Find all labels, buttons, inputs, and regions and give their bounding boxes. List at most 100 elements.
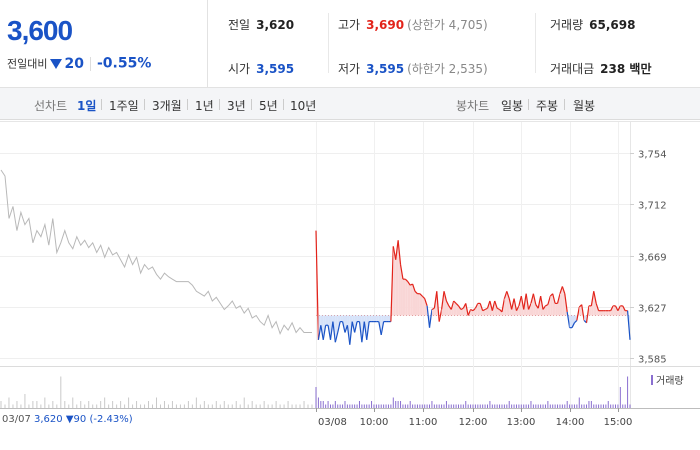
- tab-1-year[interactable]: 1년: [195, 99, 214, 113]
- stat-label: 고가: [338, 18, 361, 32]
- up-area-segment: [613, 305, 616, 316]
- up-line-segment: [545, 304, 549, 307]
- up-area-segment: [448, 305, 452, 316]
- up-line-segment: [424, 298, 428, 307]
- stat-high: 고가 3,690 (상한가 4,705): [338, 16, 488, 33]
- up-line-segment: [523, 293, 527, 310]
- up-line-segment: [404, 278, 409, 283]
- tab-divider: [564, 99, 565, 110]
- down-line-segment: [317, 325, 322, 340]
- up-area-segment: [419, 293, 423, 316]
- up-line-segment: [414, 290, 418, 295]
- stat-value: 238 백만: [600, 62, 652, 76]
- tab-3-months[interactable]: 3개월: [152, 99, 182, 113]
- tab-weekly-candle[interactable]: 주봉: [536, 99, 559, 113]
- up-line-segment: [540, 296, 544, 310]
- down-line-segment: [322, 325, 327, 340]
- up-line-segment: [407, 281, 411, 286]
- up-line-segment: [508, 298, 513, 310]
- up-line-segment: [419, 293, 423, 297]
- tab-1-week[interactable]: 1주일: [109, 99, 139, 113]
- up-line-segment: [450, 300, 455, 310]
- candle-chart-label: 봉차트: [456, 99, 490, 113]
- tab-5-years[interactable]: 5년: [259, 99, 278, 113]
- change-amount: 20: [64, 55, 84, 72]
- up-area-segment: [485, 308, 488, 316]
- x-tick-label: 03/08: [318, 417, 347, 428]
- down-line-segment: [337, 321, 341, 333]
- up-line-segment: [455, 302, 459, 307]
- down-area-segment: [388, 315, 391, 322]
- up-line-segment: [525, 293, 530, 310]
- tab-divider: [144, 99, 145, 110]
- up-area-segment: [405, 279, 408, 316]
- up-area-segment: [598, 310, 602, 316]
- up-line-segment: [479, 303, 484, 311]
- y-tick-label: 3,627: [638, 304, 667, 315]
- up-line-segment: [431, 307, 435, 311]
- up-line-segment: [585, 305, 590, 323]
- change-percent: -0.55%: [96, 55, 152, 72]
- tab-10-years[interactable]: 10년: [290, 99, 317, 113]
- prev-day-series: [0, 169, 312, 336]
- up-area-segment: [552, 293, 556, 316]
- period-tab-bar: 선차트 1일 1주일 3개월 1년 3년 5년 10년 봉차트 일봉 주봉 월봉: [0, 88, 700, 120]
- up-line-segment: [617, 305, 621, 311]
- up-area-segment: [431, 308, 435, 316]
- divider: [89, 56, 91, 71]
- tab-divider: [219, 99, 220, 110]
- current-price-box: 3,600 전일대비 20 -0.55%: [0, 0, 208, 88]
- stat-volume: 거래량 65,698: [550, 16, 635, 33]
- down-area-segment: [371, 315, 374, 322]
- prev-day-close: 3,620: [34, 414, 63, 425]
- x-tick-label: 12:00: [459, 417, 488, 428]
- down-line-segment: [332, 321, 336, 343]
- up-line-segment: [399, 264, 404, 280]
- up-area-segment: [458, 305, 461, 316]
- up-line-segment: [390, 246, 394, 322]
- up-line-segment: [501, 298, 505, 313]
- up-line-segment: [513, 298, 518, 311]
- up-line-segment: [494, 300, 498, 309]
- tab-1-day[interactable]: 1일: [77, 99, 97, 113]
- change-row: 전일대비 20 -0.55%: [7, 53, 152, 72]
- up-area-segment: [530, 293, 534, 316]
- up-line-segment: [593, 291, 597, 304]
- stat-open: 시가 3,595: [228, 60, 294, 77]
- volume-legend: 거래량: [651, 372, 684, 387]
- down-line-segment: [334, 332, 339, 343]
- up-area-segment: [601, 310, 604, 316]
- up-area-segment: [460, 308, 464, 316]
- up-area-segment: [456, 303, 459, 316]
- tab-3-years[interactable]: 3년: [227, 99, 246, 113]
- down-line-segment: [626, 310, 631, 340]
- up-line-segment: [445, 300, 450, 307]
- up-line-segment: [438, 309, 443, 322]
- down-area-segment: [383, 315, 387, 322]
- tab-monthly-candle[interactable]: 월봉: [573, 99, 596, 113]
- up-area-segment: [603, 310, 606, 316]
- up-area-segment: [625, 310, 628, 316]
- down-line-segment: [346, 325, 351, 345]
- up-area-segment: [424, 298, 428, 316]
- up-area-segment: [417, 293, 420, 316]
- up-line-segment: [433, 291, 438, 309]
- up-line-segment: [520, 296, 525, 310]
- y-tick-label: 3,712: [638, 201, 667, 212]
- down-line-segment: [366, 321, 370, 340]
- up-line-segment: [511, 298, 515, 310]
- up-line-segment: [460, 307, 464, 311]
- up-area-segment: [444, 291, 447, 316]
- up-line-segment: [489, 300, 493, 311]
- prev-day-summary: 03/07 3,620 ▼90 (-2.43%): [2, 414, 133, 425]
- up-line-segment: [453, 300, 457, 304]
- down-area-segment: [386, 315, 389, 322]
- down-area-segment: [376, 315, 379, 322]
- up-line-segment: [518, 295, 522, 306]
- up-line-segment: [561, 286, 566, 294]
- up-area-segment: [415, 291, 418, 316]
- down-line-segment: [378, 321, 382, 336]
- down-line-segment: [341, 321, 346, 333]
- tab-daily-candle[interactable]: 일봉: [501, 99, 524, 113]
- up-line-segment: [397, 240, 402, 265]
